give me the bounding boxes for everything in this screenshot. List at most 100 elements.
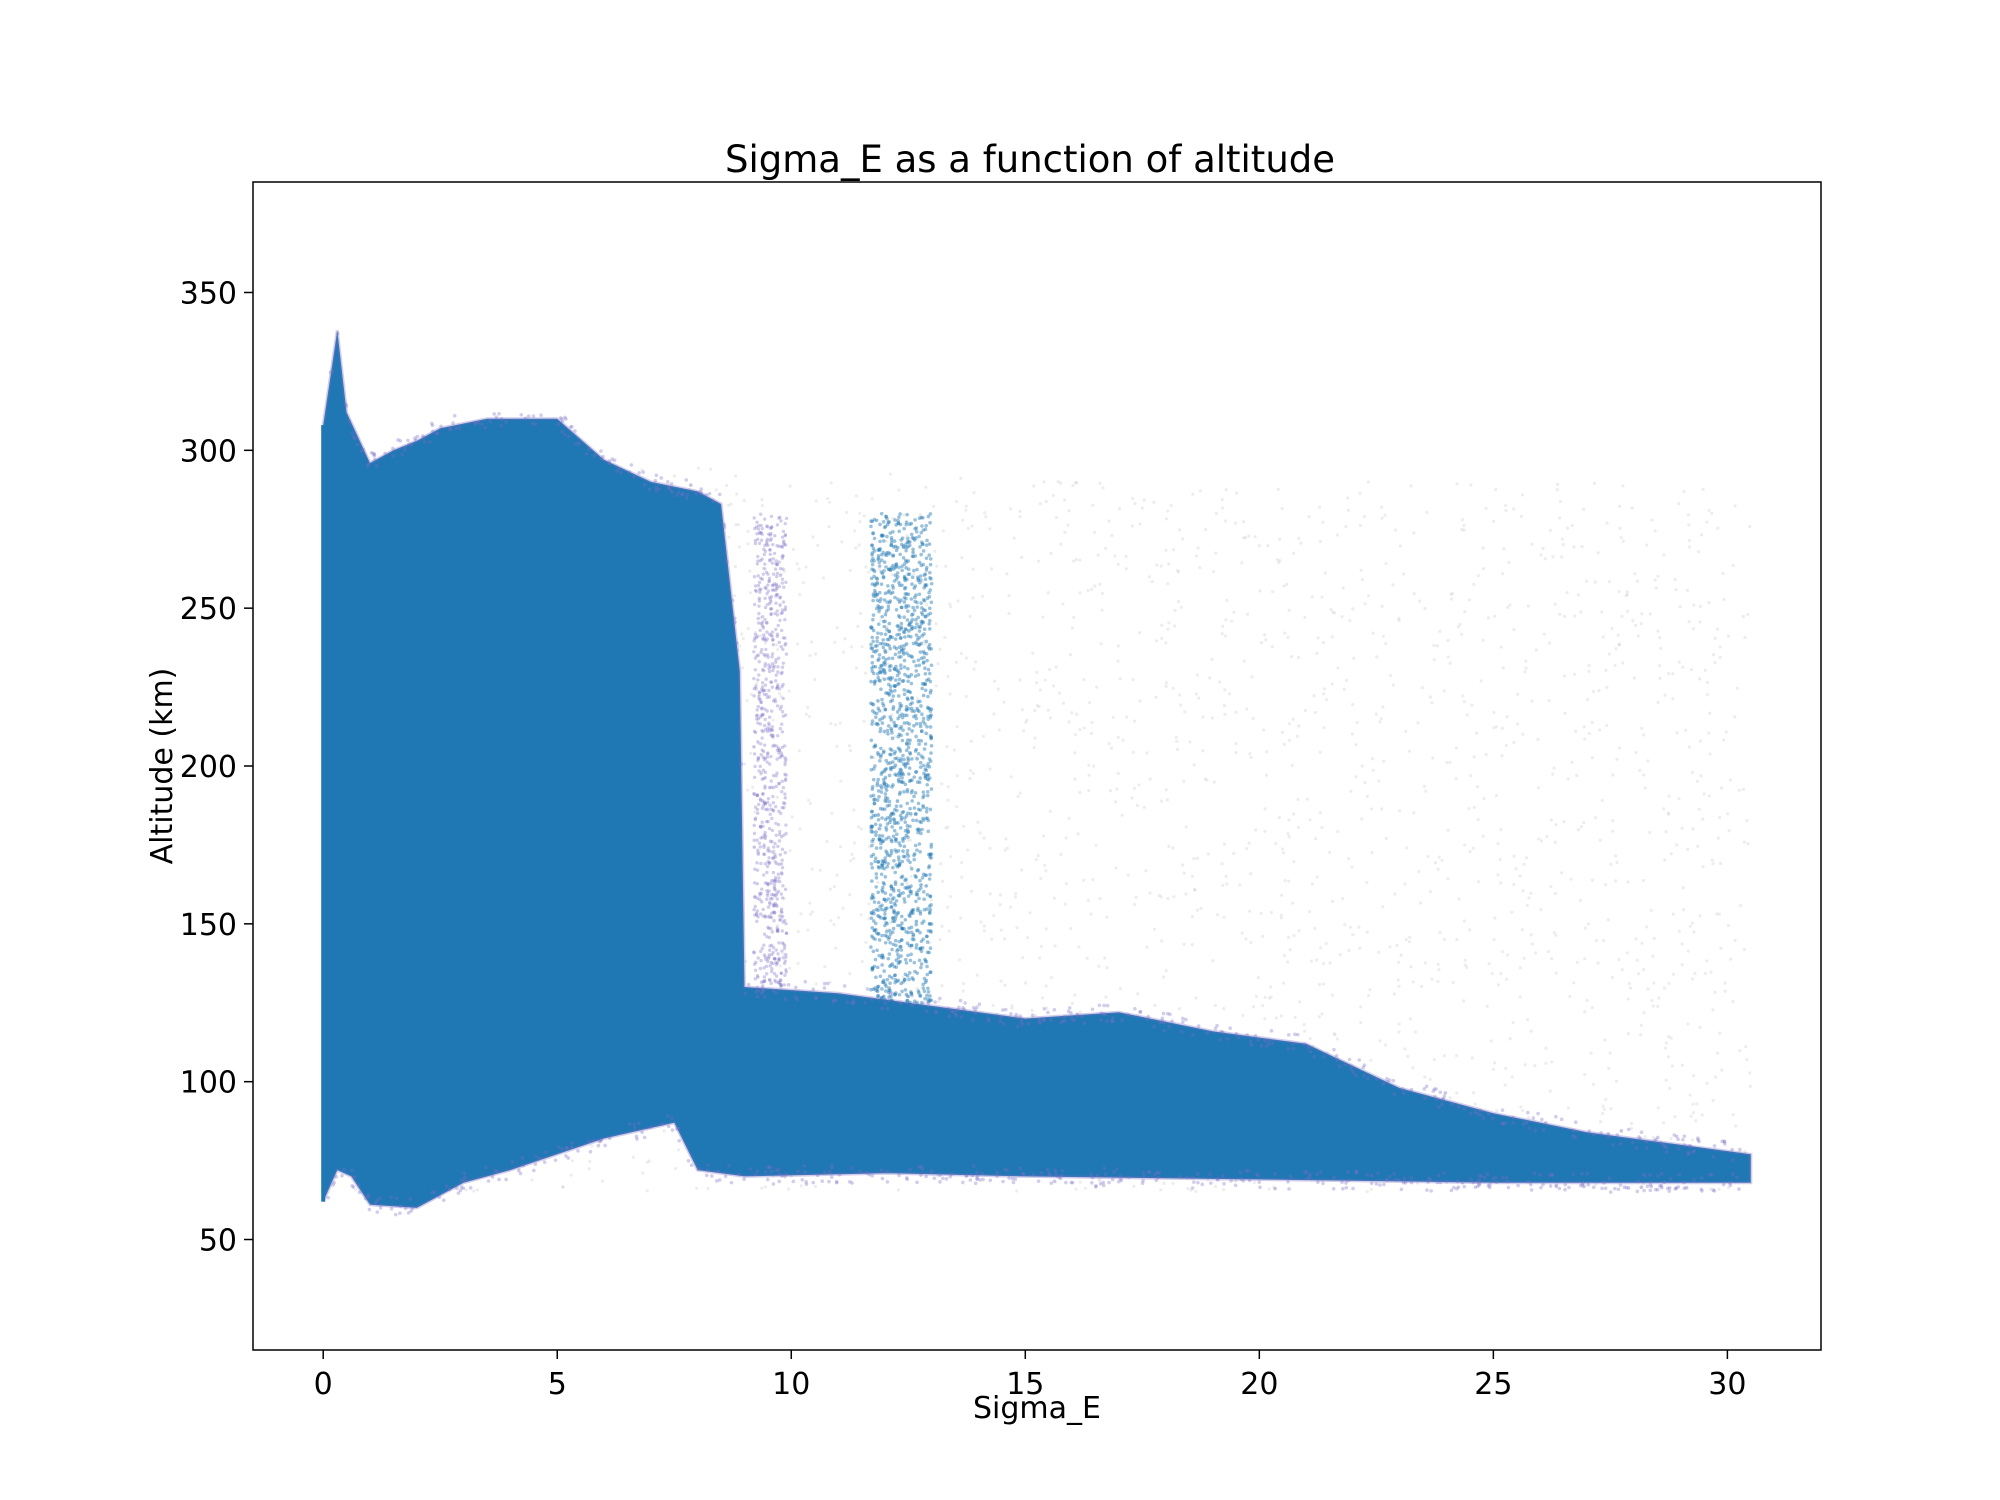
stripe-point xyxy=(920,542,925,546)
stripe-point xyxy=(872,559,876,563)
dense-scatter xyxy=(321,330,1753,1217)
stripe-point xyxy=(884,920,888,925)
faint-point xyxy=(1282,742,1287,746)
edge-point xyxy=(1475,1184,1480,1189)
faint-point xyxy=(1472,805,1476,810)
edge-point xyxy=(1524,1120,1529,1125)
stripe-point xyxy=(905,801,910,806)
stripe-point xyxy=(925,816,930,821)
faint-point xyxy=(857,543,861,547)
edge-point xyxy=(1019,1019,1024,1024)
stripe-point xyxy=(876,900,881,905)
stripe-point xyxy=(870,925,875,930)
stripe-point xyxy=(869,809,874,814)
edge-point xyxy=(1731,1158,1735,1162)
faint-point xyxy=(1748,524,1752,529)
faint-point xyxy=(1145,751,1149,755)
stripe-point xyxy=(893,880,898,884)
stripe-point xyxy=(893,938,898,943)
faint-point xyxy=(1279,913,1283,917)
stripe-point xyxy=(927,765,932,769)
stripe-point xyxy=(891,919,895,924)
edge-point xyxy=(714,1179,719,1183)
faint-point xyxy=(1275,557,1279,562)
faint-point xyxy=(1436,867,1440,871)
faint-point xyxy=(1322,692,1326,696)
stripe-point xyxy=(889,591,893,596)
faint-point xyxy=(1537,837,1541,841)
stripe-point xyxy=(908,690,913,695)
faint-point xyxy=(1711,652,1716,657)
stripe-point xyxy=(909,706,914,711)
faint-point xyxy=(1522,862,1526,866)
stripe-point xyxy=(885,728,890,733)
edge-point xyxy=(1098,1181,1103,1186)
faint-point xyxy=(1614,854,1618,858)
edge-point xyxy=(1541,1182,1545,1187)
faint-point xyxy=(1596,551,1600,555)
edge-point xyxy=(891,999,895,1004)
edge-point xyxy=(1126,1012,1130,1017)
faint-point xyxy=(1698,1025,1702,1029)
stripe-point xyxy=(902,615,906,619)
column-point xyxy=(760,526,765,531)
stripe-point xyxy=(910,778,914,783)
stripe-point xyxy=(908,806,912,811)
faint-point xyxy=(1224,618,1228,622)
stripe-point xyxy=(923,614,928,619)
faint-point xyxy=(1100,591,1105,596)
faint-point xyxy=(1121,738,1125,742)
stripe-point xyxy=(923,959,928,963)
faint-point xyxy=(1024,981,1028,985)
faint-point xyxy=(928,941,932,945)
stripe-point xyxy=(918,946,923,950)
stripe-point xyxy=(888,940,892,945)
stripe-point xyxy=(882,624,887,629)
faint-point xyxy=(1124,567,1128,571)
faint-point xyxy=(1157,893,1161,898)
faint-point xyxy=(1555,482,1560,486)
faint-point xyxy=(748,569,752,573)
faint-point xyxy=(1380,516,1384,520)
faint-point xyxy=(1358,523,1363,528)
stripe-point xyxy=(903,627,908,631)
edge-point xyxy=(774,991,778,995)
stripe-point xyxy=(898,767,903,772)
faint-point xyxy=(787,689,791,693)
edge-point xyxy=(929,1169,934,1174)
edge-point xyxy=(1511,1120,1515,1125)
faint-point xyxy=(1682,490,1686,494)
faint-point xyxy=(922,639,926,643)
faint-point xyxy=(1626,1032,1630,1036)
column-point xyxy=(777,941,781,945)
stripe-point xyxy=(891,760,895,764)
edge-point xyxy=(954,1008,959,1012)
faint-point xyxy=(1365,930,1369,934)
edge-point xyxy=(1133,1006,1137,1011)
edge-point xyxy=(1225,1037,1230,1041)
faint-point xyxy=(906,630,910,634)
stripe-point xyxy=(877,794,881,799)
faint-point xyxy=(1493,614,1497,618)
stripe-point xyxy=(886,607,891,612)
edge-point xyxy=(957,1005,961,1010)
faint-point xyxy=(1142,805,1146,809)
faint-point xyxy=(1078,727,1082,732)
edge-point xyxy=(1351,1186,1355,1191)
stripe-point xyxy=(914,633,919,637)
faint-point xyxy=(1078,591,1082,595)
stripe-point xyxy=(909,654,913,659)
faint-point xyxy=(736,648,741,652)
faint-point xyxy=(966,526,970,530)
edge-point xyxy=(1010,1176,1015,1181)
faint-point xyxy=(1310,595,1314,599)
stripe-point xyxy=(869,625,873,630)
edge-point xyxy=(1234,1031,1239,1036)
faint-point xyxy=(742,498,746,503)
faint-point xyxy=(1377,779,1381,783)
faint-point xyxy=(835,873,839,877)
faint-point xyxy=(1504,1066,1508,1070)
faint-point xyxy=(1562,674,1566,678)
faint-point xyxy=(884,614,888,618)
stripe-point xyxy=(928,679,933,684)
